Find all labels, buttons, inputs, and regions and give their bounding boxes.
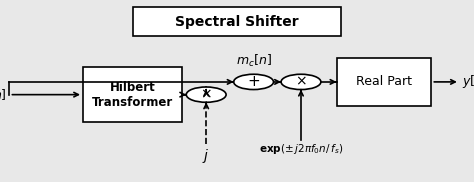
Text: Real Part: Real Part	[356, 75, 412, 88]
Circle shape	[234, 74, 273, 90]
Text: $m_c[n]$: $m_c[n]$	[236, 53, 272, 69]
Text: $m[n]$: $m[n]$	[0, 87, 7, 102]
FancyBboxPatch shape	[83, 67, 182, 122]
Text: +: +	[247, 74, 260, 89]
FancyBboxPatch shape	[337, 58, 431, 106]
Text: ×: ×	[201, 88, 212, 102]
Text: Spectral Shifter: Spectral Shifter	[175, 15, 299, 29]
FancyBboxPatch shape	[133, 7, 341, 36]
Text: Hilbert
Transformer: Hilbert Transformer	[92, 81, 173, 109]
Text: ×: ×	[295, 75, 307, 89]
Circle shape	[186, 87, 226, 102]
Text: $j$: $j$	[202, 147, 210, 165]
Circle shape	[281, 74, 321, 90]
Text: $y[n]$: $y[n]$	[462, 73, 474, 90]
Text: $\mathbf{exp}(\pm\,j2\pi f_0 n/\,f_s)$: $\mathbf{exp}(\pm\,j2\pi f_0 n/\,f_s)$	[259, 142, 343, 156]
